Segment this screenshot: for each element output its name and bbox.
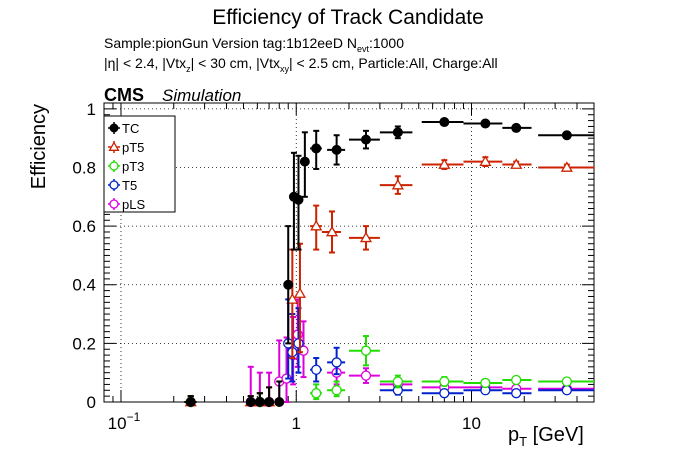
cuts-info: |η| < 2.4, |Vtxz| < 30 cm, |Vtxxy| < 2.5… — [104, 55, 498, 74]
y-tick-label: 0 — [87, 393, 96, 412]
data-point — [391, 178, 404, 190]
y-tick-label: 0.4 — [72, 276, 96, 295]
data-point — [439, 388, 450, 399]
data-point — [311, 143, 322, 154]
y-axis-label: Efficiency — [28, 104, 50, 189]
cms-label: CMS — [104, 85, 144, 105]
series-pt5 — [184, 155, 594, 407]
data-point — [264, 397, 275, 407]
legend-entry-t5: T5 — [108, 178, 137, 193]
data-point — [311, 364, 322, 375]
simulation-label: Simulation — [162, 86, 241, 105]
legend-label: T5 — [122, 178, 137, 193]
data-point — [360, 345, 372, 356]
x-tick-label: 1 — [292, 414, 301, 433]
data-point — [108, 141, 120, 151]
x-tick-label: 10 — [462, 414, 481, 433]
legend-label: pT5 — [122, 140, 144, 155]
y-tick-label: 1 — [87, 100, 96, 119]
data-point — [479, 155, 492, 166]
data-point — [185, 397, 196, 407]
data-point — [254, 397, 265, 407]
data-point — [392, 127, 403, 138]
legend-entry-pt3: pT3 — [108, 159, 144, 174]
grid — [104, 103, 594, 402]
data-point — [439, 376, 450, 387]
series-pt3 — [184, 335, 594, 408]
data-point — [561, 385, 573, 396]
x-axis-label: pT [GeV] — [508, 424, 584, 449]
data-point — [245, 397, 256, 407]
data-point — [325, 225, 339, 237]
series — [184, 117, 594, 408]
data-point — [311, 388, 322, 399]
data-point — [299, 156, 310, 167]
data-point — [109, 123, 119, 133]
data-point — [109, 199, 119, 209]
data-point — [331, 357, 342, 368]
data-point — [360, 370, 372, 381]
data-point — [480, 377, 491, 389]
data-point — [283, 279, 294, 290]
data-point — [480, 118, 491, 129]
data-point — [359, 231, 373, 243]
data-point — [439, 117, 450, 128]
sample-info: Sample:pionGun Version tag:1b12eeD Nevt:… — [104, 35, 404, 54]
y-tick-label: 0.2 — [72, 334, 96, 353]
data-point — [360, 134, 371, 145]
y-tick-label: 0.6 — [72, 217, 96, 236]
data-point — [438, 158, 451, 169]
data-point — [293, 287, 307, 298]
data-point — [310, 219, 323, 231]
legend: TC pT5 pT3 T5 pLS — [103, 115, 176, 213]
data-point — [109, 161, 119, 171]
x-tick-label: 10−1 — [108, 410, 141, 433]
data-point — [286, 293, 299, 304]
legend-entry-pls: pLS — [108, 197, 145, 212]
data-point — [511, 374, 522, 386]
data-point — [510, 158, 523, 169]
data-point — [560, 161, 573, 172]
legend-label: pT3 — [122, 159, 144, 174]
data-point — [331, 385, 342, 396]
legend-label: pLS — [122, 197, 145, 212]
y-tick-label: 0.8 — [72, 158, 96, 177]
plot-frame — [103, 102, 595, 403]
data-point — [331, 144, 342, 155]
legend-label: TC — [122, 121, 139, 136]
data-point — [511, 122, 522, 133]
data-point — [561, 130, 572, 141]
chart-title: Efficiency of Track Candidate — [212, 6, 484, 29]
data-point — [274, 397, 285, 407]
data-point — [293, 338, 304, 349]
data-point — [109, 180, 119, 190]
legend-entry-pt5: pT5 — [108, 140, 144, 155]
data-point — [511, 388, 522, 399]
data-point — [293, 194, 304, 205]
series-tc — [184, 117, 594, 407]
data-point — [561, 376, 573, 387]
data-point — [392, 376, 404, 387]
series-t5 — [184, 298, 594, 408]
legend-entry-tc: TC — [108, 121, 139, 136]
